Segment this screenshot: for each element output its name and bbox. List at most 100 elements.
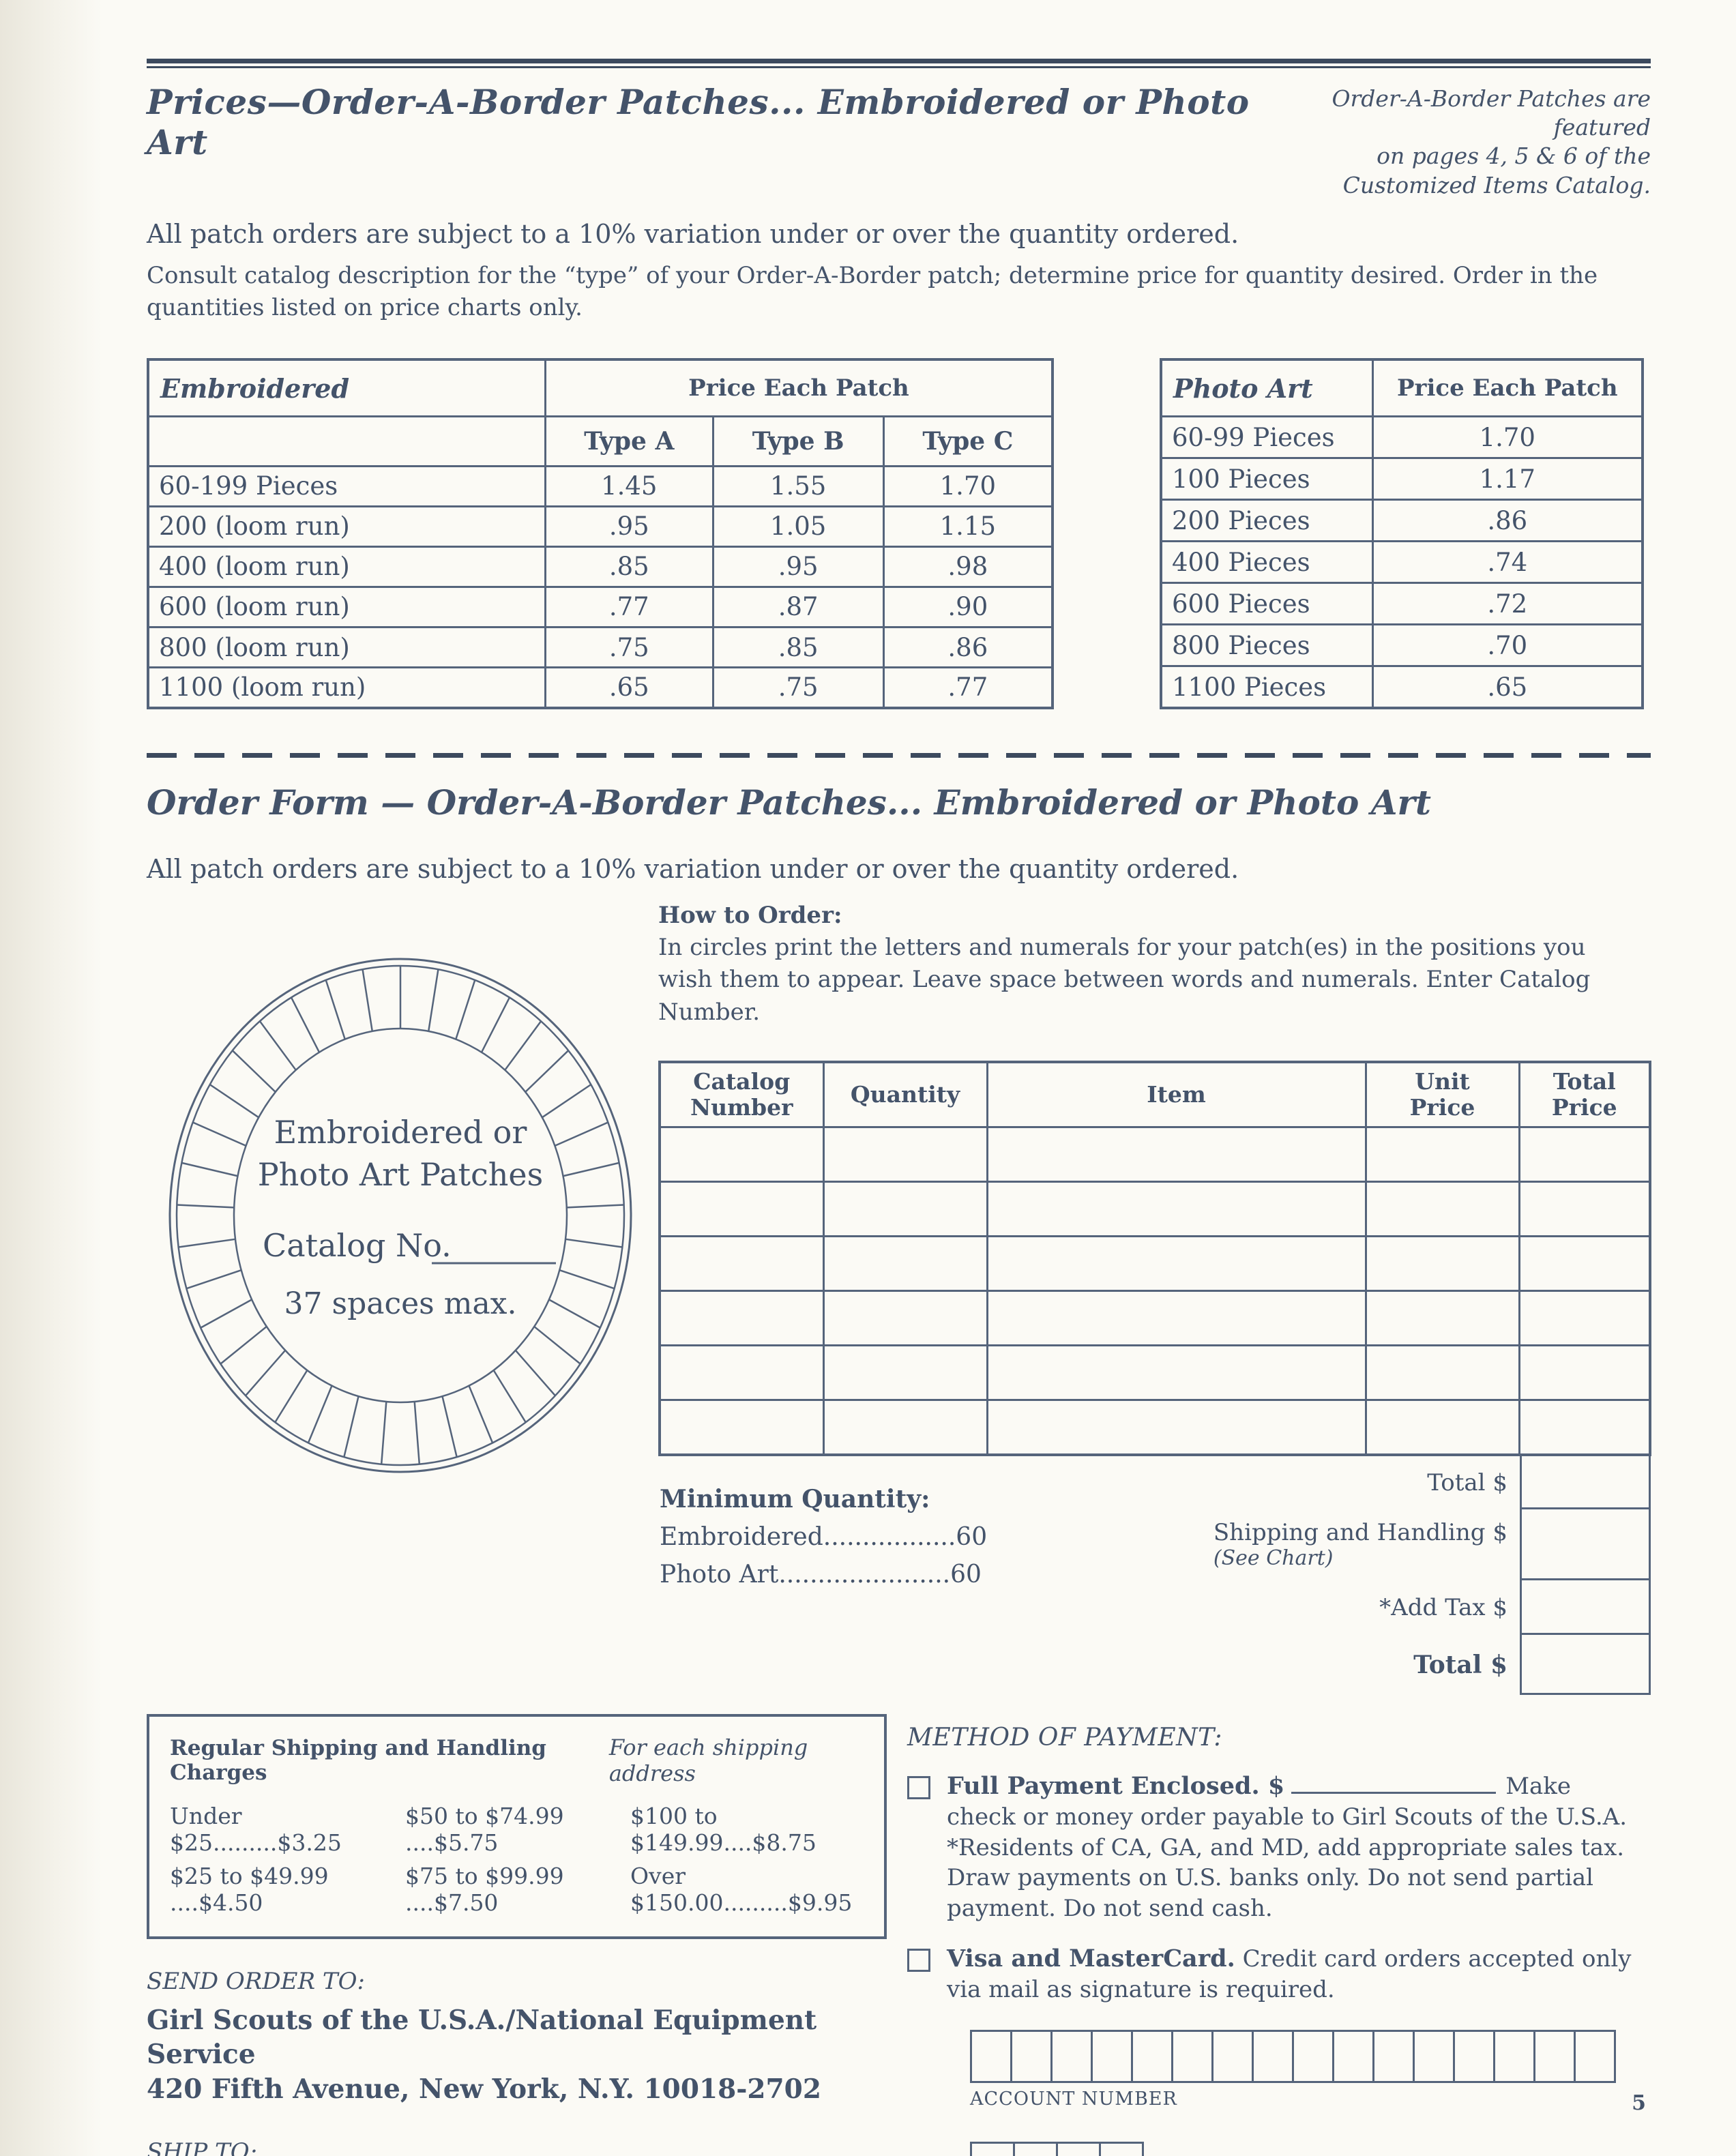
letter-space-divider <box>231 1050 276 1093</box>
account-number-cell[interactable] <box>1050 2030 1093 2084</box>
account-number-cell[interactable] <box>1372 2030 1415 2084</box>
order-table-cell[interactable] <box>986 1181 1367 1238</box>
order-table-cell[interactable] <box>1518 1399 1651 1456</box>
order-table-cell[interactable] <box>658 1290 825 1347</box>
account-number-field[interactable] <box>970 2030 1651 2084</box>
order-table-cell[interactable] <box>1364 1344 1520 1402</box>
qty-label: 100 Pieces <box>1160 457 1374 501</box>
account-number-cell[interactable] <box>970 2030 1012 2084</box>
letter-space-divider <box>428 969 439 1031</box>
order-table-cell[interactable] <box>1364 1399 1520 1456</box>
order-table-cell[interactable] <box>1518 1344 1651 1402</box>
grand-total-box[interactable] <box>1520 1632 1651 1695</box>
letter-space-divider <box>492 1370 527 1423</box>
order-table-cell[interactable] <box>1518 1126 1651 1183</box>
minimum-quantity-title: Minimum Quantity: <box>660 1484 930 1513</box>
account-number-cell[interactable] <box>1091 2030 1133 2084</box>
order-table-cell[interactable] <box>1364 1290 1520 1347</box>
order-table-cell[interactable] <box>1518 1235 1651 1293</box>
account-number-cell[interactable] <box>1010 2030 1053 2084</box>
table-row: 200 Pieces .86 <box>1160 499 1644 543</box>
qty-label: 60-99 Pieces <box>1160 415 1374 460</box>
account-number-cell[interactable] <box>1131 2030 1173 2084</box>
order-table-cell[interactable] <box>822 1344 988 1402</box>
table-row: 600 (loom run) .77 .87 .90 <box>147 585 1054 628</box>
expiration-date-field[interactable] <box>970 2142 1162 2156</box>
subtotal-label: Total $ <box>1427 1468 1507 1496</box>
order-table-cell[interactable] <box>986 1399 1367 1456</box>
account-number-cell[interactable] <box>1252 2030 1294 2084</box>
account-number-cell[interactable] <box>1453 2030 1495 2084</box>
letter-space-divider <box>413 1401 421 1464</box>
account-number-cell[interactable] <box>1574 2030 1616 2084</box>
account-number-cell[interactable] <box>1533 2030 1576 2084</box>
letter-space-divider <box>514 1349 556 1396</box>
price-value: 1.70 <box>1371 415 1644 460</box>
account-number-cell[interactable] <box>1292 2030 1334 2084</box>
expiration-date-cell[interactable] <box>970 2142 1015 2156</box>
order-table-cell[interactable] <box>822 1126 988 1183</box>
order-table-cell[interactable] <box>1364 1126 1520 1183</box>
account-number-cell[interactable] <box>1493 2030 1535 2084</box>
order-table-cell[interactable] <box>986 1126 1367 1183</box>
price-value: .72 <box>1371 582 1644 626</box>
shipping-charges-title: Regular Shipping and Handling Charges <box>170 1735 546 1785</box>
shipping-handling-box[interactable] <box>1520 1507 1651 1580</box>
price-each-patch-header: Price Each Patch <box>1371 358 1644 418</box>
letter-space-divider <box>563 1162 619 1177</box>
letter-space-divider <box>380 1401 387 1464</box>
full-payment-label: Full Payment Enclosed. $ <box>947 1771 1285 1800</box>
letter-space-divider <box>200 1299 252 1329</box>
letter-space-divider <box>259 1020 297 1071</box>
order-table-cell[interactable] <box>986 1344 1367 1402</box>
shipping-charges-subtitle: For each shipping address <box>608 1734 808 1786</box>
price-value: .85 <box>711 625 885 669</box>
account-number-cell[interactable] <box>1413 2030 1455 2084</box>
expiration-date-cell[interactable] <box>1056 2142 1101 2156</box>
rate-75-99: $75 to $99.99 ....$7.50 <box>405 1862 564 1916</box>
letter-space-divider <box>559 1269 615 1290</box>
qty-label: 800 Pieces <box>1160 623 1374 668</box>
top-double-rule <box>147 59 1651 68</box>
payment-amount-field[interactable] <box>1291 1773 1497 1794</box>
order-table-cell[interactable] <box>986 1290 1367 1347</box>
order-table-cell[interactable] <box>658 1344 825 1402</box>
order-table-cell[interactable] <box>1364 1181 1520 1238</box>
qty-label: 200 (loom run) <box>147 505 546 548</box>
order-table-cell[interactable] <box>658 1235 825 1293</box>
price-value: 1.45 <box>544 464 714 507</box>
price-value: .65 <box>1371 665 1644 709</box>
expiration-date-cell[interactable] <box>1013 2142 1058 2156</box>
subtotal-box[interactable] <box>1520 1453 1651 1509</box>
account-number-cell[interactable] <box>1171 2030 1213 2084</box>
order-table-cell[interactable] <box>822 1235 988 1293</box>
letter-space-divider <box>480 996 511 1053</box>
embroidered-label: Embroidered <box>147 358 546 418</box>
visa-mastercard-label: Visa and MasterCard. <box>947 1945 1235 1973</box>
letter-spaces-ring[interactable] <box>177 965 624 1464</box>
visa-mastercard-checkbox[interactable] <box>907 1949 930 1973</box>
price-value: .77 <box>882 666 1054 709</box>
order-table-cell[interactable] <box>1518 1290 1651 1347</box>
price-each-patch-header: Price Each Patch <box>544 358 1054 418</box>
order-table-cell[interactable] <box>1518 1181 1651 1238</box>
order-table-cell[interactable] <box>658 1126 825 1183</box>
expiration-date-cell[interactable] <box>1099 2142 1144 2156</box>
order-table-cell[interactable] <box>986 1235 1367 1293</box>
price-value: .95 <box>544 505 714 548</box>
order-table-cell[interactable] <box>822 1290 988 1347</box>
price-value: .77 <box>544 585 714 628</box>
account-number-cell[interactable] <box>1211 2030 1254 2084</box>
order-table-cell[interactable] <box>822 1399 988 1456</box>
see-chart-note: (See Chart) <box>1213 1546 1334 1570</box>
add-tax-box[interactable] <box>1520 1578 1651 1635</box>
signature-field[interactable] <box>1191 2140 1651 2156</box>
order-table-cell[interactable] <box>658 1399 825 1456</box>
featured-note: Order-A-Border Patches are featured on p… <box>1253 82 1651 200</box>
account-number-cell[interactable] <box>1332 2030 1374 2084</box>
rate-100-149: $100 to $149.99....$8.75 <box>630 1802 816 1856</box>
order-table-cell[interactable] <box>822 1181 988 1238</box>
order-table-cell[interactable] <box>658 1181 825 1238</box>
full-payment-checkbox[interactable] <box>907 1775 930 1799</box>
order-table-cell[interactable] <box>1364 1235 1520 1293</box>
